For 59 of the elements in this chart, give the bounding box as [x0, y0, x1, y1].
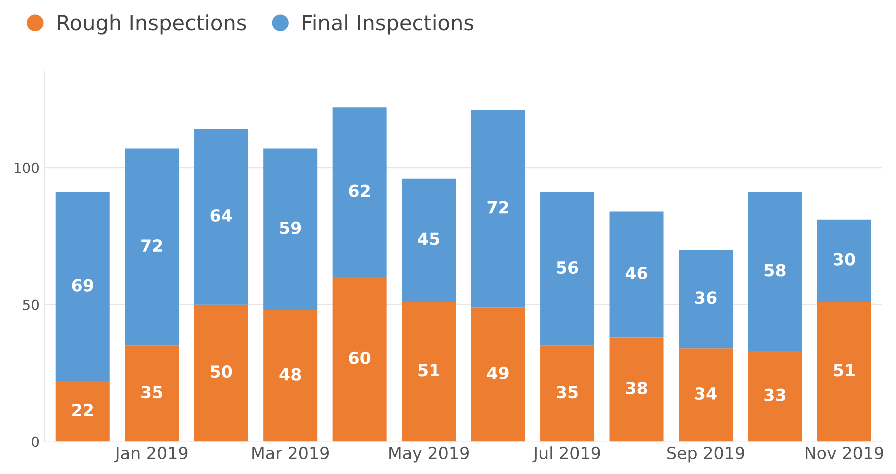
- bar: [56, 192, 110, 382]
- data-label: 36: [696, 292, 717, 304]
- bar: [125, 346, 180, 442]
- bar: [56, 382, 110, 442]
- bar: [540, 192, 595, 346]
- bar: [748, 351, 802, 442]
- data-label: 48: [280, 368, 302, 381]
- bar: [679, 250, 734, 349]
- bar: [540, 346, 595, 442]
- bar: [264, 310, 318, 442]
- data-label: 72: [488, 201, 508, 214]
- x-tick-label: May 2019: [390, 446, 469, 463]
- data-label: 45: [418, 232, 440, 246]
- y-tick-label: 50: [23, 300, 40, 310]
- bar: [817, 220, 872, 302]
- data-label: 49: [487, 366, 509, 380]
- x-tick-label: Jan 2019: [114, 446, 188, 463]
- bar: [679, 348, 734, 442]
- x-tick-label: Jul 2019: [532, 446, 600, 463]
- x-tick-label: Nov 2019: [806, 446, 884, 460]
- bar: [748, 192, 802, 352]
- bar: [332, 277, 387, 442]
- legend-label: Final Inspections: [303, 14, 474, 35]
- data-label: 60: [349, 352, 371, 364]
- bar: [471, 110, 526, 308]
- bar: [610, 212, 664, 338]
- data-label: 22: [72, 404, 94, 416]
- bar: [402, 302, 456, 442]
- data-label: 64: [210, 209, 232, 222]
- y-tick-label: 0: [32, 436, 40, 448]
- data-label: 50: [211, 366, 232, 378]
- data-label: 62: [349, 184, 370, 198]
- data-label: 58: [764, 264, 786, 277]
- bar: [610, 338, 664, 442]
- data-label: 59: [280, 222, 302, 234]
- y-tick-label: 100: [14, 162, 40, 174]
- bar: [817, 302, 872, 442]
- data-label: 56: [557, 261, 578, 274]
- data-label: 38: [626, 382, 648, 395]
- data-label: 69: [72, 279, 94, 292]
- data-label: 33: [764, 388, 786, 402]
- bar: [332, 108, 387, 278]
- x-tick-label: Sep 2019: [668, 446, 744, 463]
- bar: [471, 308, 526, 442]
- bar: [402, 178, 456, 302]
- data-label: 46: [626, 266, 648, 280]
- data-label: 35: [557, 386, 578, 399]
- bar: [125, 148, 180, 346]
- data-label: 72: [142, 240, 162, 252]
- bar: [194, 130, 248, 305]
- data-label: 30: [834, 253, 856, 266]
- data-label: 35: [142, 386, 163, 399]
- bar: [194, 304, 248, 442]
- bar: [264, 148, 318, 310]
- legend-label: Rough Inspections: [58, 14, 246, 35]
- data-label: 34: [696, 387, 717, 400]
- x-tick-label: Mar 2019: [252, 446, 329, 460]
- data-label: 51: [418, 364, 440, 377]
- data-label: 51: [834, 364, 855, 377]
